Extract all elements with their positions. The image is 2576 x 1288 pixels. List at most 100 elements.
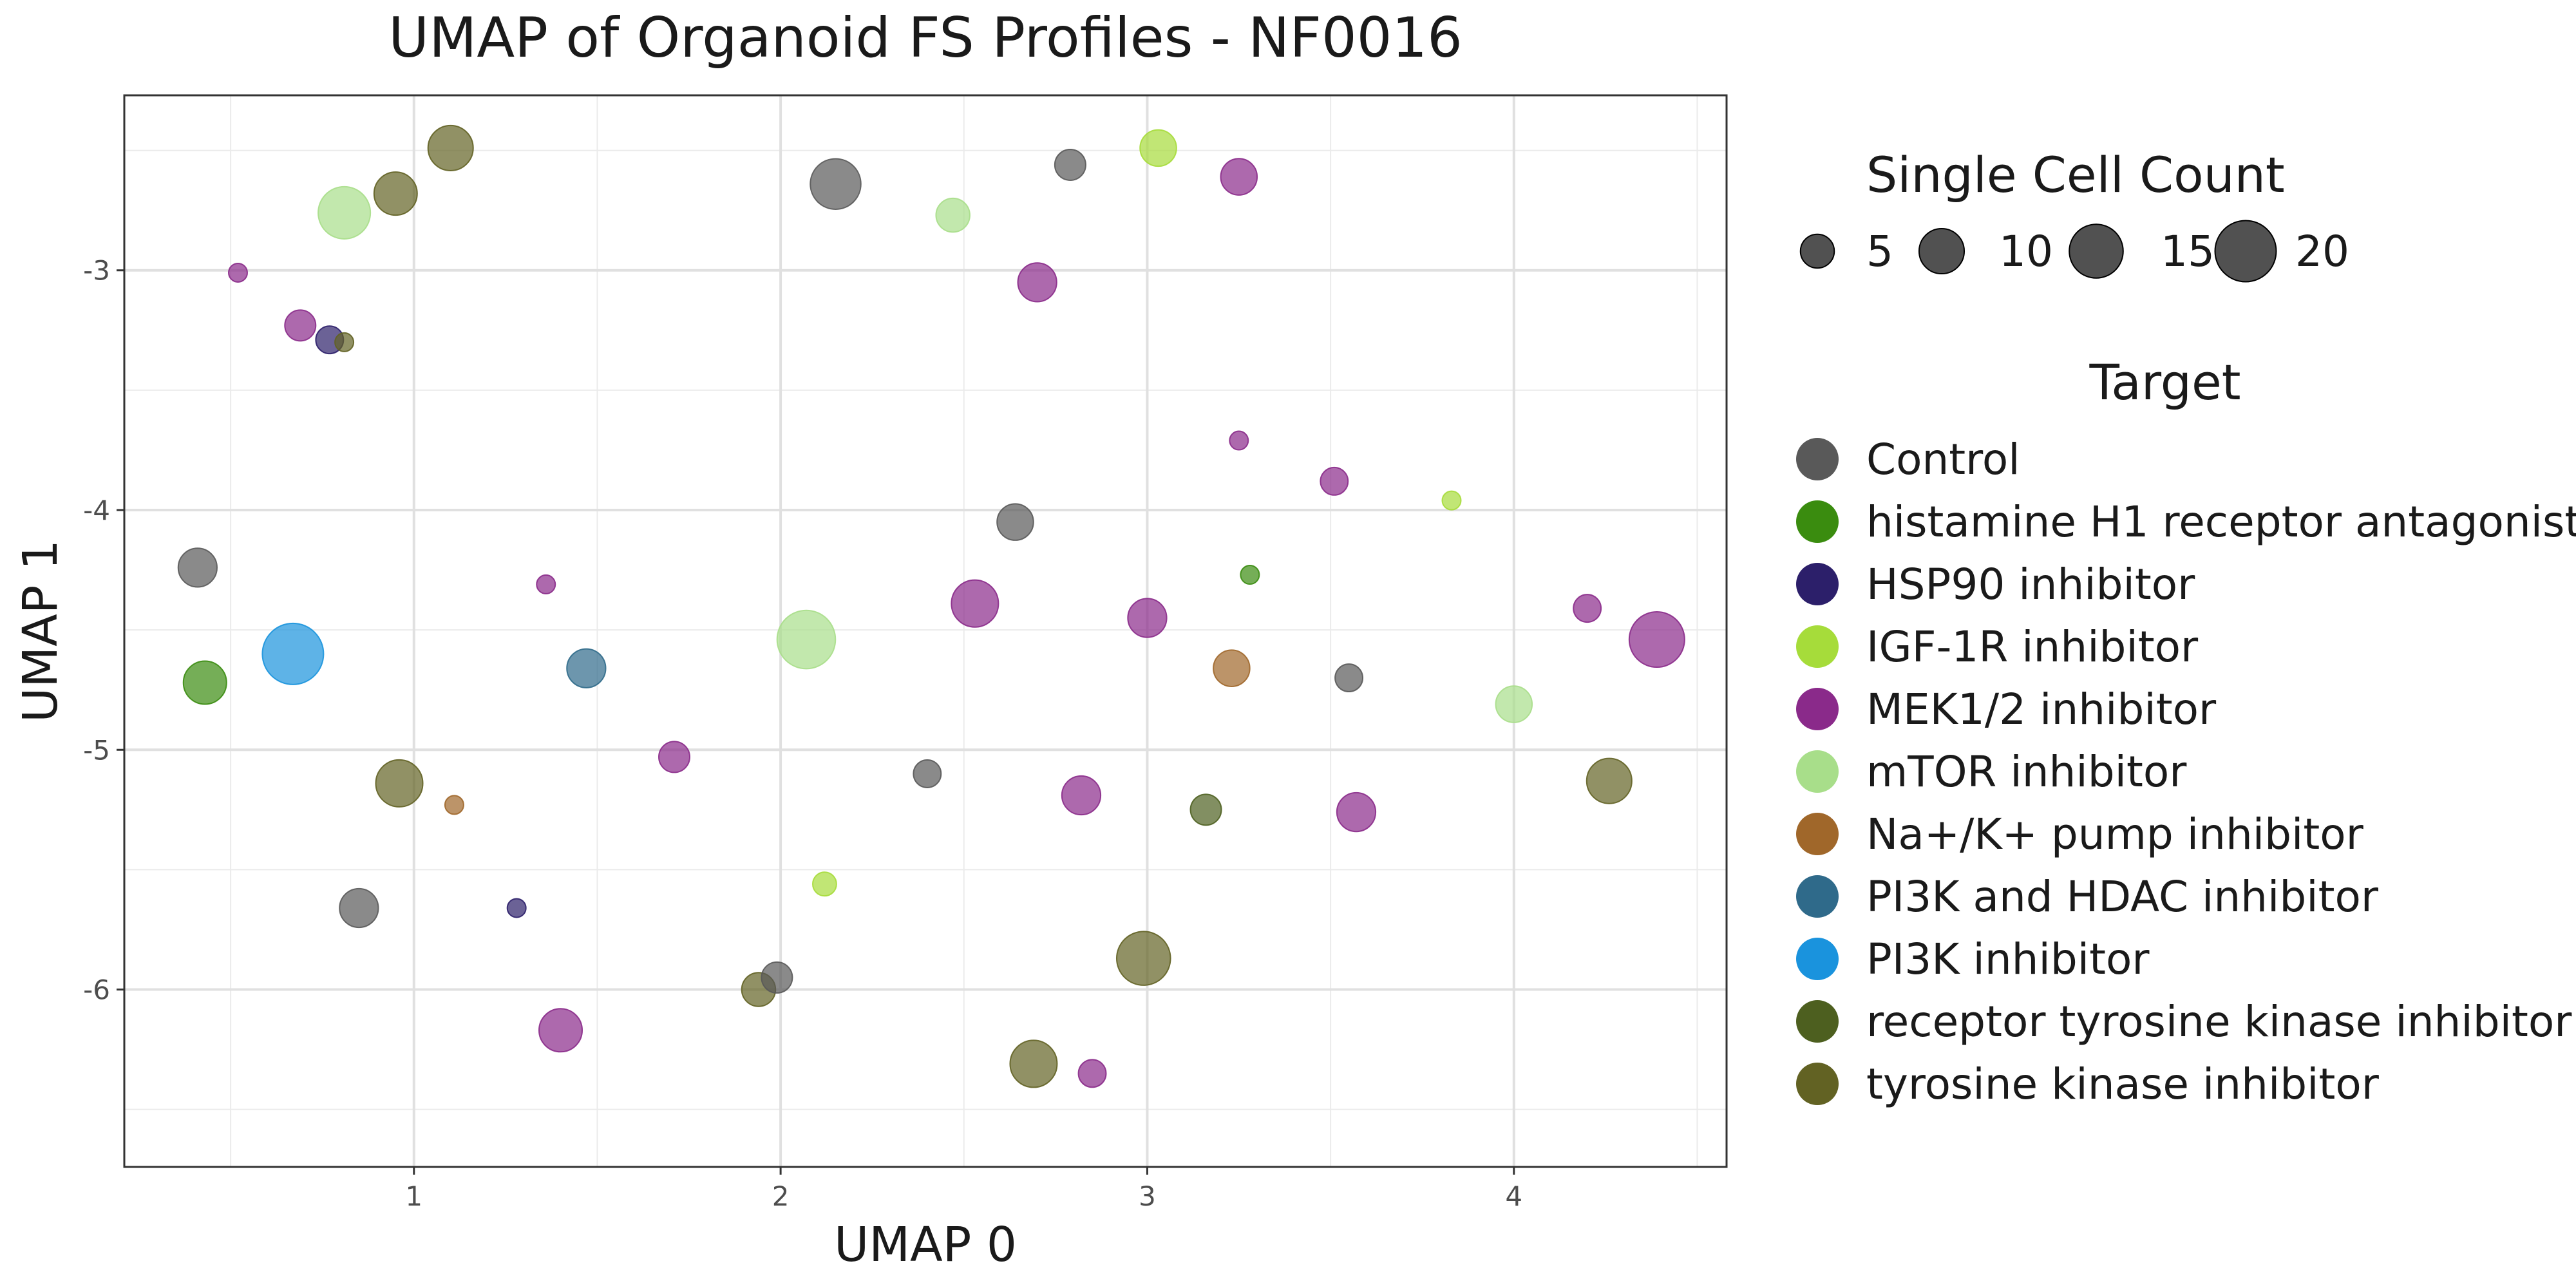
- data-point: [1127, 598, 1168, 638]
- size-legend-key: [1918, 227, 1965, 275]
- color-legend-label: IGF-1R inhibitor: [1866, 622, 2199, 672]
- data-point: [913, 759, 942, 788]
- data-point: [182, 660, 227, 705]
- data-point: [935, 197, 971, 233]
- plot-background: [124, 95, 1727, 1167]
- color-legend-key: [1796, 500, 1839, 543]
- color-legend-label: receptor tyrosine kinase inhibitor: [1866, 997, 2572, 1046]
- data-point: [1229, 430, 1249, 451]
- color-legend-items: Control histamine H1 receptor antagonist H…: [1796, 435, 2576, 1109]
- data-point: [375, 759, 424, 808]
- data-point: [1320, 466, 1349, 496]
- data-point: [951, 579, 999, 628]
- color-legend-label: MEK1/2 inhibitor: [1866, 685, 2217, 734]
- data-point: [996, 503, 1034, 541]
- size-legend: Single Cell Count 5 10 15 20: [1799, 146, 2349, 283]
- data-point: [1441, 490, 1462, 511]
- color-legend-label: mTOR inhibitor: [1866, 747, 2187, 797]
- data-point: [1586, 757, 1633, 804]
- color-legend-key: [1796, 1063, 1839, 1105]
- data-point: [1017, 262, 1057, 303]
- color-legend-key: [1796, 750, 1839, 793]
- data-point: [506, 898, 527, 918]
- data-point: [261, 622, 325, 685]
- plot-panel: [123, 94, 1728, 1168]
- y-axis-ticks: -6 -5 -4 -3: [83, 255, 124, 1006]
- size-legend-key: [1799, 233, 1835, 269]
- data-point: [1336, 791, 1377, 833]
- data-point: [761, 961, 793, 994]
- x-tick-label: 3: [1139, 1180, 1156, 1212]
- data-point: [1189, 793, 1222, 826]
- data-point: [1240, 565, 1260, 585]
- y-tick-label: -6: [83, 974, 110, 1006]
- color-legend-key: [1796, 438, 1839, 480]
- data-point: [1077, 1059, 1107, 1088]
- data-point: [1009, 1039, 1058, 1088]
- data-point: [177, 547, 218, 588]
- color-legend-key: [1796, 1000, 1839, 1043]
- size-legend-label: 15: [2161, 227, 2215, 276]
- color-legend-label: histamine H1 receptor antagonist: [1866, 497, 2576, 547]
- data-point: [1061, 775, 1102, 816]
- data-point: [373, 171, 418, 216]
- data-point: [1334, 663, 1364, 693]
- color-legend-label: Na+/K+ pump inhibitor: [1866, 810, 2364, 859]
- data-point: [1115, 931, 1171, 986]
- size-legend-title: Single Cell Count: [1866, 146, 2285, 204]
- color-legend-title: Target: [2088, 354, 2240, 411]
- x-tick-label: 4: [1505, 1180, 1522, 1212]
- data-point: [538, 1008, 583, 1053]
- data-point: [1573, 594, 1602, 623]
- color-legend-key: [1796, 688, 1839, 730]
- x-tick-label: 1: [405, 1180, 422, 1212]
- chart-title: UMAP of Organoid FS Profiles - NF0016: [388, 6, 1463, 70]
- data-point: [1220, 158, 1258, 196]
- color-legend-key: [1796, 563, 1839, 605]
- color-legend: Target Control histamine H1 receptor anta…: [1796, 354, 2576, 1109]
- color-legend-label: Control: [1866, 435, 2020, 484]
- color-legend-label: PI3K inhibitor: [1866, 934, 2150, 984]
- x-axis-ticks: 1 2 3 4: [405, 1167, 1522, 1212]
- color-legend-key: [1796, 938, 1839, 980]
- y-tick-label: -5: [83, 734, 110, 766]
- y-tick-label: -4: [83, 495, 110, 526]
- data-point: [658, 741, 691, 773]
- data-point: [444, 795, 464, 815]
- data-point: [334, 332, 355, 352]
- data-point: [227, 262, 248, 283]
- x-tick-label: 2: [772, 1180, 790, 1212]
- size-legend-key: [2214, 220, 2277, 283]
- data-point: [284, 309, 317, 342]
- data-point: [536, 574, 556, 594]
- data-point: [811, 871, 837, 897]
- y-tick-label: -3: [83, 255, 110, 287]
- plot-border: [123, 94, 1728, 1168]
- data-point: [1054, 148, 1086, 181]
- color-legend-label: HSP90 inhibitor: [1866, 560, 2195, 609]
- data-points: [177, 124, 1685, 1088]
- color-legend-label: tyrosine kinase inhibitor: [1866, 1059, 2380, 1109]
- x-axis-title: UMAP 0: [834, 1217, 1017, 1273]
- size-legend-key: [2069, 223, 2124, 279]
- data-point: [317, 185, 372, 240]
- data-point: [1628, 611, 1685, 668]
- color-legend-key: [1796, 875, 1839, 918]
- color-legend-key: [1796, 813, 1839, 855]
- data-point: [810, 158, 862, 210]
- color-legend-label: PI3K and HDAC inhibitor: [1866, 872, 2379, 922]
- size-legend-label: 10: [1999, 227, 2053, 276]
- data-point: [1213, 649, 1251, 687]
- data-point: [427, 124, 474, 171]
- y-axis-title: UMAP 1: [13, 540, 68, 723]
- data-point: [1495, 685, 1533, 723]
- data-point: [1139, 129, 1177, 167]
- size-legend-items: 5 10 15 20: [1799, 220, 2349, 283]
- data-point: [776, 609, 837, 670]
- data-point: [339, 887, 379, 929]
- color-legend-key: [1796, 625, 1839, 668]
- data-point: [566, 648, 607, 688]
- size-legend-label: 20: [2295, 227, 2349, 276]
- size-legend-label: 5: [1866, 227, 1893, 276]
